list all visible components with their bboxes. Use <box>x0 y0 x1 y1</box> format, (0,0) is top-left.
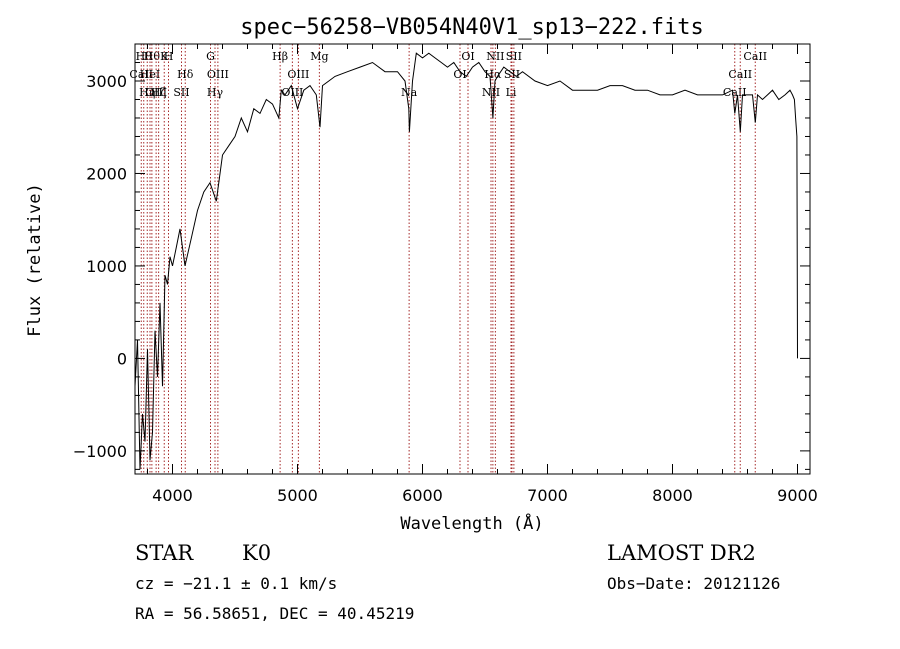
line-marker-label-2: Hη <box>139 86 155 99</box>
line-marker-label-3: HeI <box>140 68 160 81</box>
x-tick-label-1: 5000 <box>277 486 318 505</box>
redshift-text: cz = −21.1 ± 0.1 km/s <box>135 574 337 593</box>
coords-text: RA = 56.58651, DEC = 40.45219 <box>135 604 414 623</box>
line-marker-label-14: Hβ <box>272 50 288 63</box>
spectrum-series-line <box>134 52 798 470</box>
x-tick-label-3: 7000 <box>527 486 568 505</box>
subclass: K0 <box>242 541 271 565</box>
line-marker-label-5: OIII <box>145 86 167 99</box>
survey-name: LAMOST DR2 <box>607 541 756 565</box>
x-axis-label: Wavelength (Å) <box>400 512 543 534</box>
y-tick-label-0: −1000 <box>73 442 127 461</box>
line-marker-label-22: Hα <box>484 68 502 81</box>
y-tick-label-2: 1000 <box>86 257 127 276</box>
line-marker-label-11: G <box>206 50 215 63</box>
chart-title: spec−56258−VB054N40V1_sp13−222.fits <box>240 15 704 40</box>
line-marker-label-19: OI <box>453 68 466 81</box>
data-layer <box>134 52 798 470</box>
line-marker-label-9: SII <box>173 86 189 99</box>
line-marker-label-16: OIII <box>287 68 309 81</box>
object-class: STAR <box>135 541 194 565</box>
line-marker-label-8: H <box>164 50 174 63</box>
line-marker-label-12: Hγ <box>207 86 224 99</box>
line-marker-label-17: Mg <box>310 50 328 63</box>
line-marker-label-28: CaII <box>728 68 752 81</box>
line-marker-layer: CaIIHθHηHeIHθOIIIHζKHSIIHδGHγOIIIHβOIIIO… <box>129 44 767 474</box>
line-marker-label-26: SII <box>506 50 522 63</box>
line-marker-label-15: OIII <box>281 86 303 99</box>
y-tick-label-1: 0 <box>117 349 127 368</box>
line-marker-label-18: Na <box>401 86 418 99</box>
y-tick-label-3: 2000 <box>86 164 127 183</box>
line-marker-label-6: Hζ <box>151 86 167 99</box>
line-marker-label-24: Li <box>506 86 517 99</box>
line-marker-label-10: Hδ <box>177 68 194 81</box>
line-marker-label-20: OI <box>461 50 474 63</box>
line-marker-label-1: Hθ <box>136 50 153 63</box>
plot-frame <box>134 43 811 475</box>
x-axis-ticks: 4000 5000 6000 7000 8000 9000 <box>147 44 818 505</box>
line-marker-label-27: CaII <box>723 86 747 99</box>
x-tick-label-2: 6000 <box>402 486 443 505</box>
line-marker-label-25: SII <box>504 68 520 81</box>
line-marker-label-23: NII <box>486 50 504 63</box>
line-marker-label-13: OIII <box>207 68 229 81</box>
line-marker-label-7: K <box>160 50 169 63</box>
x-tick-label-5: 9000 <box>777 486 818 505</box>
line-marker-label-29: CaII <box>743 50 767 63</box>
x-tick-label-0: 4000 <box>152 486 193 505</box>
obs-date: Obs−Date: 20121126 <box>607 574 780 593</box>
line-marker-label-4: Hθ <box>144 50 161 63</box>
y-tick-label-4: 3000 <box>86 72 127 91</box>
y-axis-label: Flux (relative) <box>25 183 45 337</box>
y-axis-ticks: −1000 0 1000 2000 3000 <box>73 43 810 470</box>
x-tick-label-4: 8000 <box>652 486 693 505</box>
